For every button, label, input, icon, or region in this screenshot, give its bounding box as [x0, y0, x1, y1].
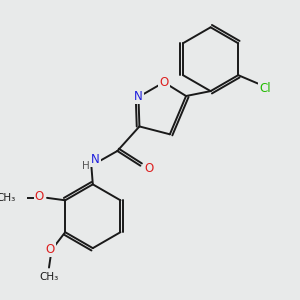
- Text: Cl: Cl: [260, 82, 271, 95]
- Text: N: N: [134, 91, 143, 103]
- Text: CH₃: CH₃: [0, 193, 16, 203]
- Text: O: O: [144, 162, 153, 175]
- Text: N: N: [91, 153, 100, 166]
- Text: H: H: [82, 161, 89, 171]
- Text: O: O: [46, 243, 55, 256]
- Text: CH₃: CH₃: [39, 272, 58, 282]
- Text: O: O: [34, 190, 44, 203]
- Text: O: O: [159, 76, 169, 89]
